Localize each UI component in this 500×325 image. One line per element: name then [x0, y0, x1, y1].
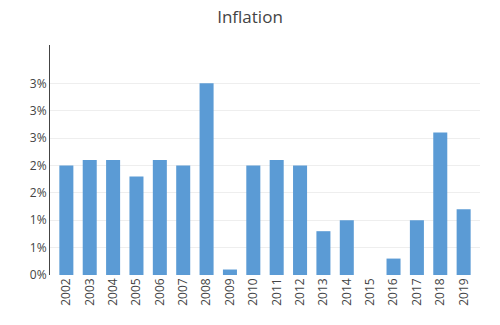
- svg-text:2008: 2008: [197, 278, 214, 306]
- svg-text:3%: 3%: [30, 75, 47, 92]
- svg-text:2006: 2006: [151, 278, 168, 306]
- svg-text:2005: 2005: [127, 278, 144, 306]
- svg-text:2007: 2007: [174, 278, 191, 306]
- svg-text:1%: 1%: [30, 211, 47, 228]
- svg-text:2011: 2011: [268, 278, 285, 305]
- svg-text:2%: 2%: [30, 184, 47, 201]
- svg-text:2004: 2004: [104, 278, 121, 306]
- svg-text:2002: 2002: [57, 278, 74, 306]
- svg-text:2003: 2003: [81, 278, 98, 306]
- svg-text:1%: 1%: [30, 239, 47, 256]
- svg-text:2019: 2019: [455, 278, 472, 306]
- svg-text:2014: 2014: [338, 278, 355, 306]
- svg-text:2015: 2015: [361, 278, 378, 306]
- svg-text:2%: 2%: [30, 157, 47, 174]
- svg-text:3%: 3%: [30, 129, 47, 146]
- svg-text:2010: 2010: [244, 278, 261, 306]
- svg-text:Inflation: Inflation: [217, 5, 283, 28]
- svg-text:2017: 2017: [408, 278, 425, 306]
- svg-text:2016: 2016: [384, 278, 401, 306]
- svg-text:0%: 0%: [30, 266, 47, 283]
- svg-text:2009: 2009: [221, 278, 238, 306]
- svg-text:3%: 3%: [30, 102, 47, 119]
- svg-text:2013: 2013: [314, 278, 331, 306]
- svg-text:2018: 2018: [431, 278, 448, 306]
- svg-text:2012: 2012: [291, 278, 308, 306]
